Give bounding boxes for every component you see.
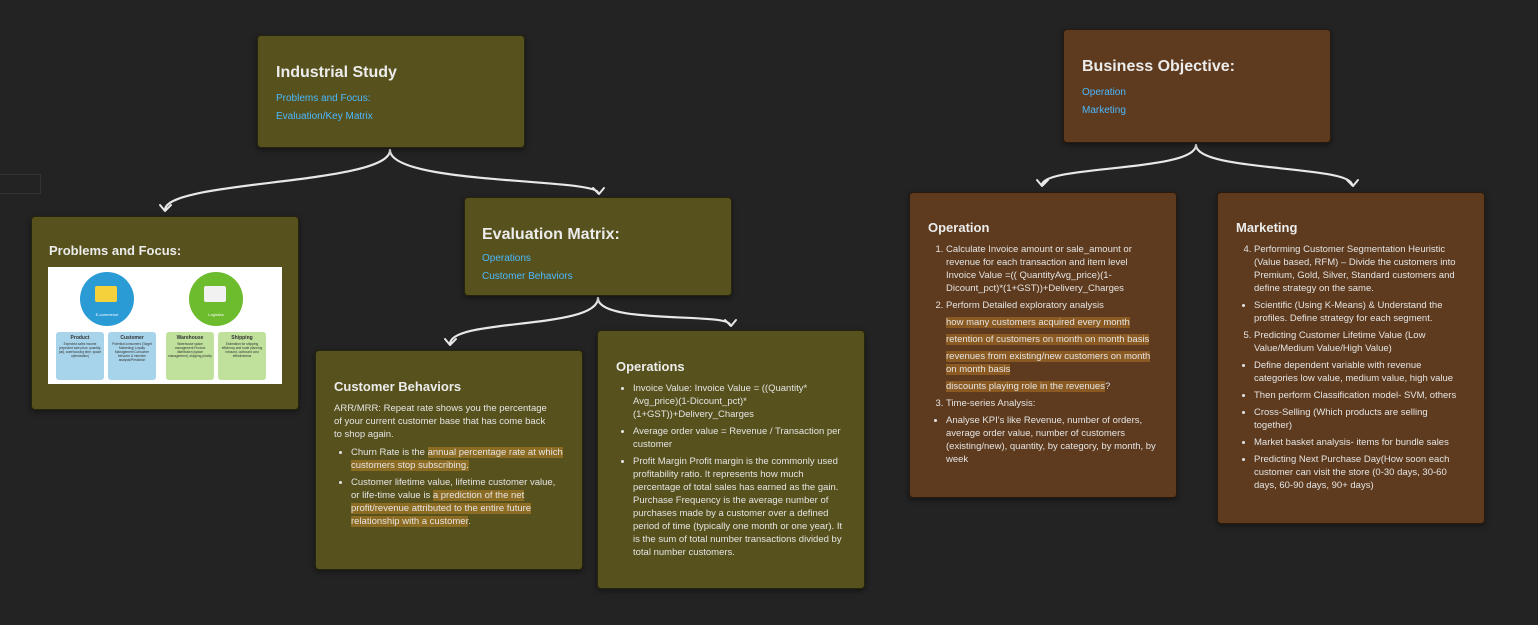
cross-selling-item: Cross-Selling (Which products are sellin… bbox=[1254, 406, 1466, 432]
laptop-icon bbox=[204, 286, 226, 302]
tile-warehouse-text: Warehouse space management Product distr… bbox=[168, 342, 212, 358]
marketing-step-5: Predicting Customer Lifetime Value (Low … bbox=[1254, 329, 1466, 355]
eda-item-4: discounts playing role in the revenues? bbox=[946, 380, 1158, 393]
arrowhead-operation-obj bbox=[1036, 179, 1049, 187]
classification-item: Then perform Classification model- SVM, … bbox=[1254, 389, 1466, 402]
logistics-label: Logistics bbox=[208, 312, 224, 317]
operations-eval-list: Invoice Value: Invoice Value = ((Quantit… bbox=[616, 382, 846, 559]
link-operation[interactable]: Operation bbox=[1082, 87, 1126, 98]
marketing-sub-4: Scientific (Using K-Means) & Understand … bbox=[1236, 299, 1466, 325]
industrial-study-title: Industrial Study bbox=[276, 64, 397, 81]
eda-item-2-text: retention of customers on month on month… bbox=[946, 334, 1150, 345]
operation-objective-title: Operation bbox=[928, 220, 990, 235]
operation-step-3: Time-series Analysis: bbox=[946, 397, 1158, 410]
eda-item-3-text: revenues from existing/new customers on … bbox=[946, 351, 1151, 375]
operations-eval-title: Operations bbox=[616, 359, 685, 374]
customer-behaviors-list: Churn Rate is the annual percentage rate… bbox=[334, 446, 564, 528]
clv-item: Customer lifetime value, lifetime custom… bbox=[351, 476, 564, 528]
link-evaluation-key-matrix[interactable]: Evaluation/Key Matrix bbox=[276, 111, 373, 122]
arrowhead-marketing-obj bbox=[1346, 179, 1359, 187]
shopping-bag-icon bbox=[95, 286, 117, 302]
tile-customer-text: Potential consumers (Target Marketing) L… bbox=[112, 342, 152, 362]
timeseries-item: Analyse KPI's like Revenue, number of or… bbox=[946, 414, 1158, 466]
tile-product: Product Expected sales income (expected … bbox=[56, 332, 104, 380]
tile-product-heading: Product bbox=[70, 335, 90, 341]
problems-focus-title: Problems and Focus: bbox=[49, 243, 182, 258]
offscreen-card-edge bbox=[0, 174, 41, 194]
connector-industrial-to-evaluation bbox=[388, 148, 600, 195]
eda-item-4-suffix: ? bbox=[1104, 381, 1111, 392]
eda-item-1: how many customers acquired every month bbox=[946, 316, 1158, 329]
operation-step-2: Perform Detailed exploratory analysis bbox=[946, 299, 1158, 312]
marketing-list-5: Predicting Customer Lifetime Value (Low … bbox=[1236, 329, 1466, 355]
industrial-study-card[interactable]: Industrial Study Problems and Focus: Eva… bbox=[257, 35, 525, 148]
segmentation-kmeans-item: Scientific (Using K-Means) & Understand … bbox=[1254, 299, 1466, 325]
eda-item-2: retention of customers on month on month… bbox=[946, 333, 1158, 346]
arrowhead-problems bbox=[159, 204, 172, 212]
eda-item-3: revenues from existing/new customers on … bbox=[946, 350, 1158, 376]
eda-item-4-text: discounts playing role in the revenues bbox=[946, 381, 1105, 392]
connector-industrial-to-problems bbox=[163, 148, 392, 212]
operation-step-1: Calculate Invoice amount or sale_amount … bbox=[946, 243, 1158, 295]
marketing-objective-card[interactable]: Marketing Performing Customer Segmentati… bbox=[1217, 192, 1485, 524]
tile-shipping-text: Estimation for shipping efficiency and r… bbox=[221, 342, 263, 358]
connector-evaluation-to-customer bbox=[448, 296, 600, 346]
eda-list: how many customers acquired every month … bbox=[928, 316, 1158, 393]
logistics-circle: Logistics bbox=[189, 272, 243, 326]
marketing-list-4: Performing Customer Segmentation Heurist… bbox=[1236, 243, 1466, 295]
dependent-variable-item: Define dependent variable with revenue c… bbox=[1254, 359, 1466, 385]
churn-rate-item: Churn Rate is the annual percentage rate… bbox=[351, 446, 564, 472]
arrowhead-customer bbox=[444, 338, 457, 346]
link-problems-and-focus[interactable]: Problems and Focus: bbox=[276, 93, 371, 104]
evaluation-matrix-card[interactable]: Evaluation Matrix: Operations Customer B… bbox=[464, 197, 732, 296]
ecommerce-circle: E-commerce bbox=[80, 272, 134, 326]
connector-business-to-marketing bbox=[1194, 143, 1354, 187]
operations-eval-card[interactable]: Operations Invoice Value: Invoice Value … bbox=[597, 330, 865, 589]
churn-rate-text: Churn Rate is the bbox=[351, 447, 428, 458]
tile-warehouse-heading: Warehouse bbox=[176, 335, 204, 341]
tile-product-text: Expected sales income (expected sale pri… bbox=[58, 342, 102, 358]
arrowhead-evaluation bbox=[592, 187, 605, 195]
average-order-value-item: Average order value = Revenue / Transact… bbox=[633, 425, 846, 451]
ecommerce-logistics-diagram: E-commerce Logistics Product Expected sa… bbox=[48, 267, 282, 384]
clv-text: Customer lifetime value, lifetime custom… bbox=[351, 477, 556, 501]
tile-warehouse: Warehouse Warehouse space management Pro… bbox=[166, 332, 214, 380]
business-objective-title: Business Objective: bbox=[1082, 58, 1235, 75]
ecommerce-label: E-commerce bbox=[95, 312, 119, 317]
timeseries-list: Analyse KPI's like Revenue, number of or… bbox=[928, 414, 1158, 466]
connector-evaluation-to-operations bbox=[596, 296, 732, 327]
link-marketing[interactable]: Marketing bbox=[1082, 105, 1126, 116]
invoice-value-item: Invoice Value: Invoice Value = ((Quantit… bbox=[633, 382, 846, 421]
marketing-sub-5: Define dependent variable with revenue c… bbox=[1236, 359, 1466, 492]
operation-objective-list-cont: Time-series Analysis: bbox=[928, 397, 1158, 410]
operation-objective-card[interactable]: Operation Calculate Invoice amount or sa… bbox=[909, 192, 1177, 498]
customer-behaviors-intro: ARR/MRR: Repeat rate shows you the perce… bbox=[334, 403, 547, 440]
operation-objective-list: Calculate Invoice amount or sale_amount … bbox=[928, 243, 1158, 312]
next-purchase-item: Predicting Next Purchase Day(How soon ea… bbox=[1254, 453, 1466, 492]
business-objective-card[interactable]: Business Objective: Operation Marketing bbox=[1063, 29, 1331, 143]
eda-item-1-text: how many customers acquired every month bbox=[946, 317, 1130, 328]
tile-customer: Customer Potential consumers (Target Mar… bbox=[108, 332, 156, 380]
customer-behaviors-card[interactable]: Customer Behaviors ARR/MRR: Repeat rate … bbox=[315, 350, 583, 570]
connector-business-to-operation bbox=[1040, 143, 1198, 187]
evaluation-matrix-title: Evaluation Matrix: bbox=[482, 226, 620, 243]
market-basket-item: Market basket analysis- items for bundle… bbox=[1254, 436, 1466, 449]
tile-shipping-heading: Shipping bbox=[231, 335, 253, 341]
profit-margin-item: Profit Margin Profit margin is the commo… bbox=[633, 455, 846, 559]
link-operations[interactable]: Operations bbox=[482, 253, 531, 264]
arrowhead-operations bbox=[724, 319, 737, 327]
marketing-objective-title: Marketing bbox=[1236, 220, 1298, 235]
tile-shipping: Shipping Estimation for shipping efficie… bbox=[218, 332, 266, 380]
clv-suffix: . bbox=[468, 516, 471, 527]
customer-behaviors-title: Customer Behaviors bbox=[334, 379, 462, 394]
tile-customer-heading: Customer bbox=[120, 335, 144, 341]
link-customer-behaviors[interactable]: Customer Behaviors bbox=[482, 271, 573, 282]
marketing-step-4: Performing Customer Segmentation Heurist… bbox=[1254, 243, 1466, 295]
